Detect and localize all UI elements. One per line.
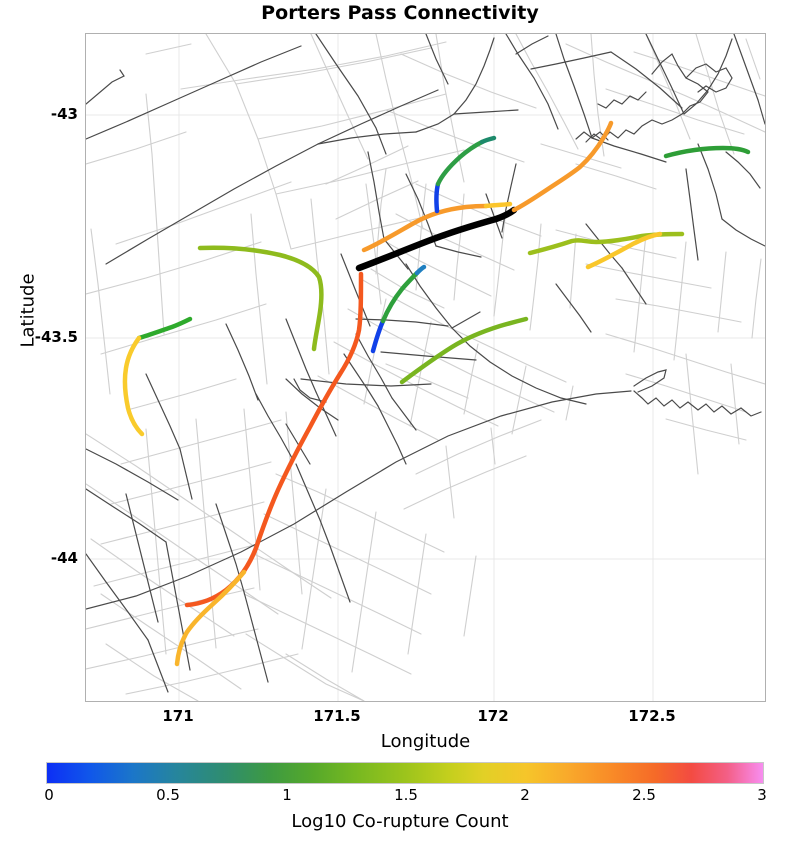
xtick-172-5: 172.5 — [628, 707, 676, 725]
y-axis-label: Latitude — [17, 273, 39, 348]
ytick-43: -43 — [50, 105, 78, 123]
colorbar-tick-0: 0 — [44, 786, 54, 804]
ytick-group: -43 -43.5 -44 — [0, 0, 78, 849]
map-svg — [86, 34, 765, 701]
fault-green-west — [136, 316, 193, 341]
colorbar-tick-2: 2 — [520, 786, 530, 804]
colorbar-gradient — [46, 762, 764, 784]
colorbar[interactable] — [46, 762, 764, 784]
fault-greenyellow-east — [527, 231, 685, 256]
fault-green-midcentre — [380, 270, 420, 324]
background-fault-network-dark — [86, 34, 765, 693]
fault-blue-midcentre — [370, 318, 386, 354]
x-axis-label: Longitude — [380, 731, 471, 752]
map-plot-area[interactable] — [85, 33, 766, 702]
colorbar-tick-1-5: 1.5 — [394, 786, 418, 804]
xtick-171-5: 171.5 — [313, 707, 361, 725]
fault-green-southeast — [399, 316, 529, 385]
ytick-44: -44 — [50, 549, 78, 567]
colorbar-tick-0-5: 0.5 — [156, 786, 180, 804]
fault-teal-topcentre — [479, 135, 497, 145]
fault-yellow-east — [585, 231, 663, 270]
fault-blue-topcentre — [434, 181, 441, 214]
connected-faults — [122, 120, 751, 667]
ytick-43-5: -43.5 — [34, 328, 78, 346]
fault-yellow-northcrest — [483, 201, 513, 209]
colorbar-tick-3: 3 — [757, 786, 767, 804]
fault-orange-northeast — [511, 120, 614, 213]
fault-olive-southwest — [197, 245, 324, 352]
colorbar-label: Log10 Co-rupture Count — [291, 811, 509, 832]
colorbar-tick-2-5: 2.5 — [632, 786, 656, 804]
fault-source-porters-pass — [355, 206, 518, 272]
background-fault-network-light — [86, 34, 765, 701]
xtick-171: 171 — [162, 707, 194, 725]
fault-yellow-orange-southwest — [174, 569, 247, 667]
xtick-172: 172 — [477, 707, 509, 725]
fault-green-topcentre — [435, 139, 485, 187]
fault-orange-north — [361, 203, 489, 253]
fault-yellow-west — [122, 335, 145, 437]
fault-teal-midcentre — [414, 264, 427, 276]
fault-green-east — [663, 145, 751, 159]
page-title: Porters Pass Connectivity — [261, 2, 539, 24]
colorbar-tick-1: 1 — [282, 786, 292, 804]
